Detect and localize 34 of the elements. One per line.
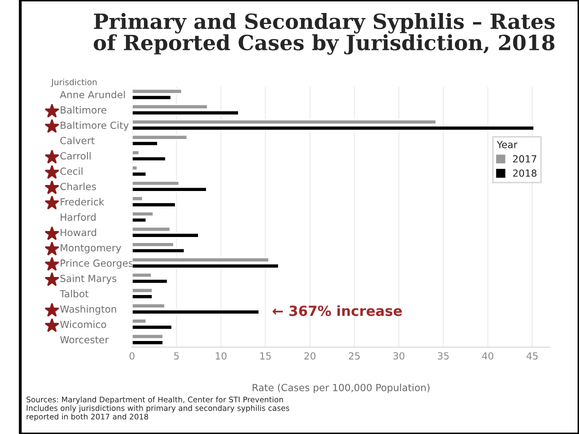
legend-label: 2017 [513, 155, 536, 163]
x-tick-label: 40 [482, 352, 494, 360]
x-tick-label: 15 [260, 352, 271, 360]
y-tick-label: Frederick [60, 198, 104, 206]
y-tick-label: Calvert [60, 136, 95, 144]
y-tick-label: Prince Georges [60, 259, 133, 269]
x-tick-label: 10 [216, 352, 226, 360]
x-axis-title: Rate (Cases per 100,000 Population) [252, 384, 430, 394]
x-tick-label: 35 [438, 352, 449, 360]
x-tick-label: 30 [393, 352, 404, 360]
x-tick-label: 0 [130, 352, 134, 360]
x-tick-label: 5 [174, 352, 179, 360]
y-tick-label: Saint Marys [60, 274, 116, 284]
y-tick-label: Washington [60, 305, 116, 315]
y-tick-label: Howard [60, 228, 96, 236]
y-tick-label: Baltimore [60, 106, 106, 114]
x-tick-label: 25 [348, 352, 360, 360]
y-tick-label: Baltimore City [60, 121, 129, 131]
y-tick-label: Wicomico [60, 320, 106, 328]
y-tick-label: Harford [60, 213, 96, 221]
y-tick-label: Anne Arundel [60, 90, 125, 98]
x-tick-label: 20 [304, 352, 316, 360]
legend-label: 2018 [513, 169, 536, 177]
legend-title: Year [496, 141, 518, 148]
y-tick-label: Charles [60, 182, 96, 190]
y-tick-label: Talbot [60, 290, 88, 298]
chart-title: Primary and Secondary Syphilis – Rates of Reported Cases by Jurisdiction, 2018 [94, 13, 555, 55]
y-tick-label: Montgomery [60, 244, 122, 254]
x-tick-label: 45 [526, 352, 538, 360]
y-tick-label: Carroll [60, 152, 91, 160]
y-tick-label: Cecil [60, 167, 82, 175]
y-tick-label: Worcester [60, 336, 109, 344]
annotation: ← 367% increase [272, 305, 402, 316]
y-axis-title: Jurisdiction [50, 78, 97, 87]
